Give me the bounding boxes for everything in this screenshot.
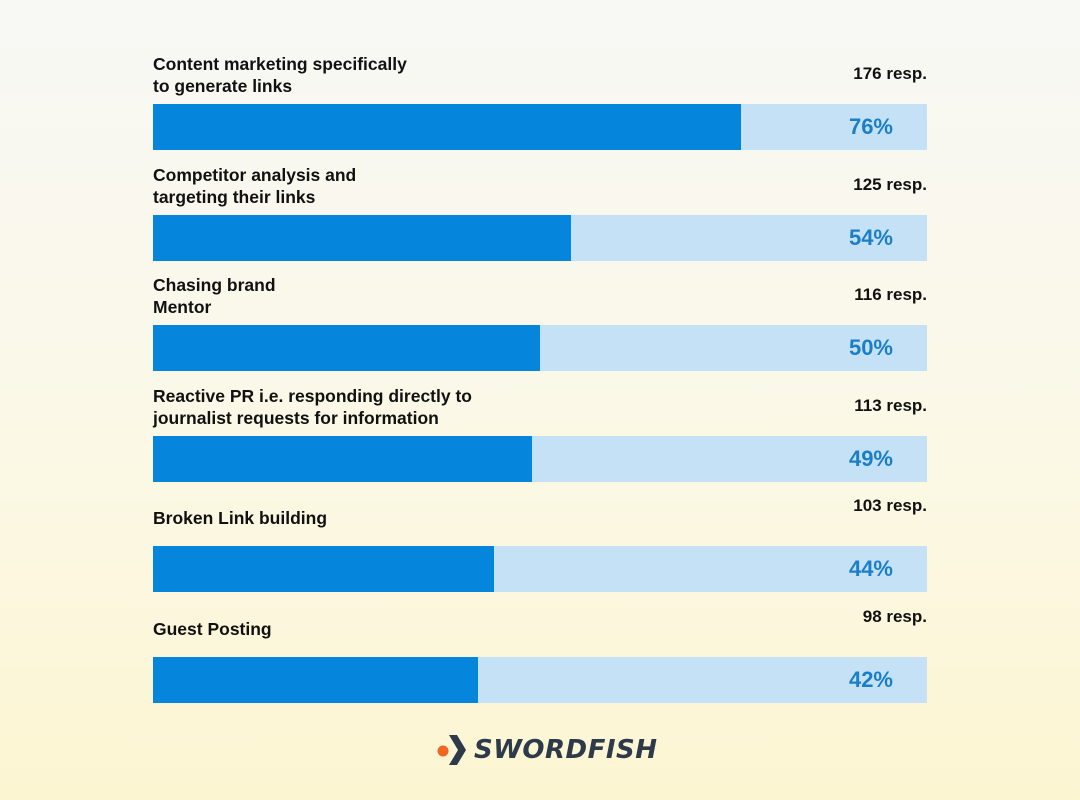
bar-row: Content marketing specifically to genera… [153, 53, 927, 163]
brand-name: SWORDFISH [474, 735, 658, 765]
response-count: 116 resp. [854, 285, 927, 305]
bar-track: 42% [153, 657, 927, 703]
bar-fill [153, 104, 742, 150]
bar-fill [153, 546, 494, 593]
bar-category-label: Broken Link building [153, 508, 328, 529]
bar-chart: Content marketing specifically to genera… [153, 53, 927, 716]
response-count: 125 resp. [853, 174, 927, 194]
bar-track: 44% [153, 546, 927, 593]
bar-row: Reactive PR i.e. responding directly to … [153, 385, 927, 495]
bar-value-label: 54% [848, 224, 893, 250]
bar-category-label: Competitor analysis and targeting their … [153, 164, 357, 207]
bar-row: Chasing brand Mentor 116 resp. 50% [153, 274, 927, 384]
bar-value-label: 49% [848, 445, 893, 471]
bar-fill [153, 325, 540, 372]
bar-track: 50% [153, 325, 927, 372]
bar-fill [153, 657, 479, 703]
response-count: 113 resp. [854, 395, 927, 415]
bar-category-label: Chasing brand Mentor [153, 275, 276, 318]
bar-track: 76% [153, 104, 927, 150]
bar-category-label: Reactive PR i.e. responding directly to … [153, 385, 472, 428]
bar-track: 54% [153, 214, 927, 261]
bar-track: 49% [153, 435, 927, 482]
bar-value-label: 44% [848, 556, 893, 582]
bar-row: Guest Posting 98 resp. 42% [153, 606, 927, 716]
bar-row: Competitor analysis and targeting their … [153, 164, 927, 274]
swordfish-logo: SWORDFISH [436, 732, 658, 768]
bar-value-label: 50% [848, 335, 893, 361]
bar-category-label: Content marketing specifically to genera… [153, 54, 407, 96]
bar-category-label: Guest Posting [153, 619, 272, 639]
bar-value-label: 76% [848, 114, 893, 139]
response-count: 176 resp. [853, 64, 927, 83]
swordfish-logo-icon [437, 735, 466, 765]
response-count: 103 resp. [853, 496, 927, 516]
bar-fill [153, 435, 533, 482]
bar-fill [153, 214, 571, 261]
response-count: 98 resp. [862, 607, 927, 626]
bar-value-label: 42% [848, 667, 893, 692]
bar-row: Broken Link building 103 resp. 44% [153, 495, 927, 605]
